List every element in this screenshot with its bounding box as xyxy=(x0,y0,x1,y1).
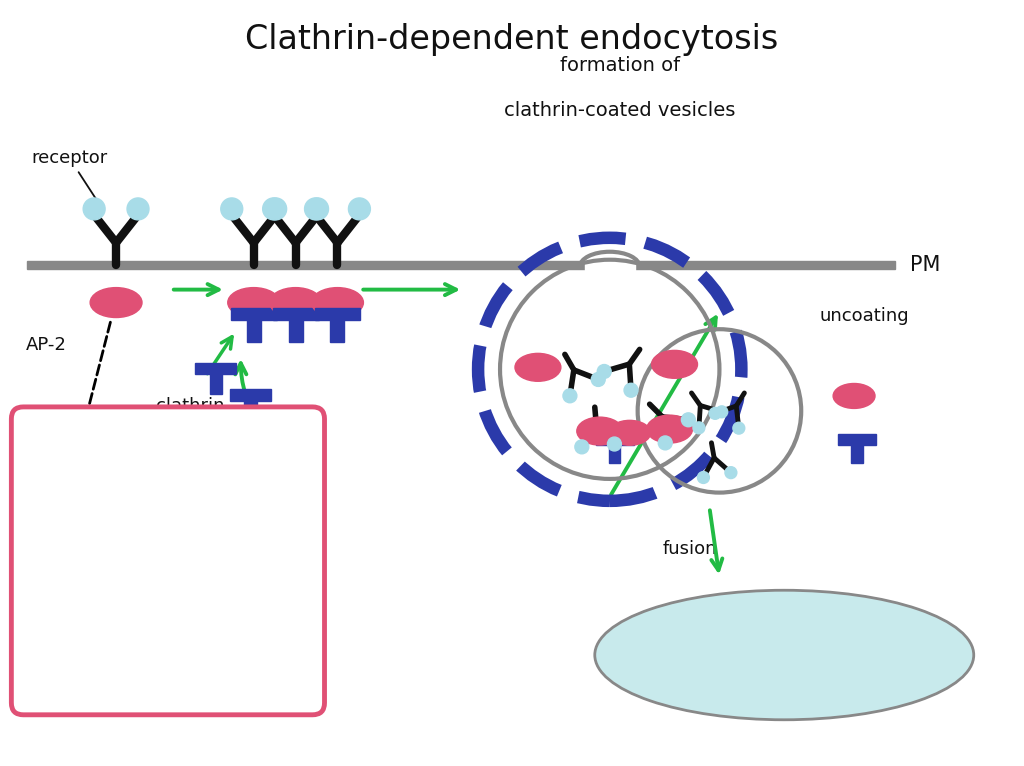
Bar xyxy=(839,434,876,445)
Bar xyxy=(230,389,271,401)
Ellipse shape xyxy=(595,591,974,720)
Ellipse shape xyxy=(263,198,285,220)
Text: PM: PM xyxy=(910,255,940,275)
Text: σ2-chain: σ2-chain xyxy=(129,646,207,664)
Ellipse shape xyxy=(733,422,744,434)
Ellipse shape xyxy=(834,384,876,408)
Text: clathrin: clathrin xyxy=(156,397,224,415)
FancyBboxPatch shape xyxy=(11,407,325,715)
Ellipse shape xyxy=(651,350,697,378)
Bar xyxy=(27,260,895,269)
Ellipse shape xyxy=(607,437,622,451)
Ellipse shape xyxy=(658,436,672,450)
Ellipse shape xyxy=(83,198,105,220)
Ellipse shape xyxy=(725,466,737,479)
Ellipse shape xyxy=(574,440,589,453)
Text: Clathrin-dependent endocytosis: Clathrin-dependent endocytosis xyxy=(246,23,778,57)
Ellipse shape xyxy=(269,287,322,318)
Text: receptor: receptor xyxy=(32,149,108,208)
Bar xyxy=(245,395,257,421)
Ellipse shape xyxy=(90,287,142,318)
Ellipse shape xyxy=(693,422,705,434)
Ellipse shape xyxy=(624,383,638,397)
Bar xyxy=(609,440,621,463)
Ellipse shape xyxy=(515,353,561,381)
Ellipse shape xyxy=(681,413,695,427)
Bar xyxy=(289,314,302,342)
Text: AP-2 complex: AP-2 complex xyxy=(101,447,234,466)
Bar xyxy=(272,307,318,320)
Bar xyxy=(596,434,634,445)
Ellipse shape xyxy=(221,198,243,220)
Bar xyxy=(851,440,863,463)
Ellipse shape xyxy=(697,472,710,483)
Ellipse shape xyxy=(227,287,280,318)
Bar xyxy=(210,368,222,394)
Text: formation of: formation of xyxy=(560,56,680,75)
Text: early endosomes: early endosomes xyxy=(700,646,867,665)
Text: uncoating: uncoating xyxy=(819,307,908,326)
Bar xyxy=(214,421,227,446)
Text: α-adaptin: α-adaptin xyxy=(125,496,211,515)
Ellipse shape xyxy=(710,408,721,419)
Text: clathrin-coated vesicles: clathrin-coated vesicles xyxy=(504,101,735,120)
Text: β2-adaptin: β2-adaptin xyxy=(119,546,217,565)
Ellipse shape xyxy=(646,415,692,443)
Ellipse shape xyxy=(716,406,728,417)
Ellipse shape xyxy=(591,372,605,386)
Bar xyxy=(331,314,344,342)
Ellipse shape xyxy=(127,198,148,220)
Ellipse shape xyxy=(306,198,329,220)
Ellipse shape xyxy=(608,421,650,445)
Ellipse shape xyxy=(264,198,287,220)
Bar xyxy=(196,362,237,375)
Text: fusion: fusion xyxy=(663,541,717,558)
Ellipse shape xyxy=(311,287,364,318)
Bar xyxy=(585,250,635,274)
Ellipse shape xyxy=(597,365,611,378)
Bar xyxy=(314,307,360,320)
Bar xyxy=(200,414,242,426)
Bar xyxy=(230,307,276,320)
Ellipse shape xyxy=(348,198,371,220)
Bar xyxy=(247,314,261,342)
Ellipse shape xyxy=(304,198,327,220)
Text: AP-2: AP-2 xyxy=(27,336,68,355)
Text: μ2-chain: μ2-chain xyxy=(129,596,207,614)
Ellipse shape xyxy=(563,389,577,403)
Ellipse shape xyxy=(577,417,623,445)
